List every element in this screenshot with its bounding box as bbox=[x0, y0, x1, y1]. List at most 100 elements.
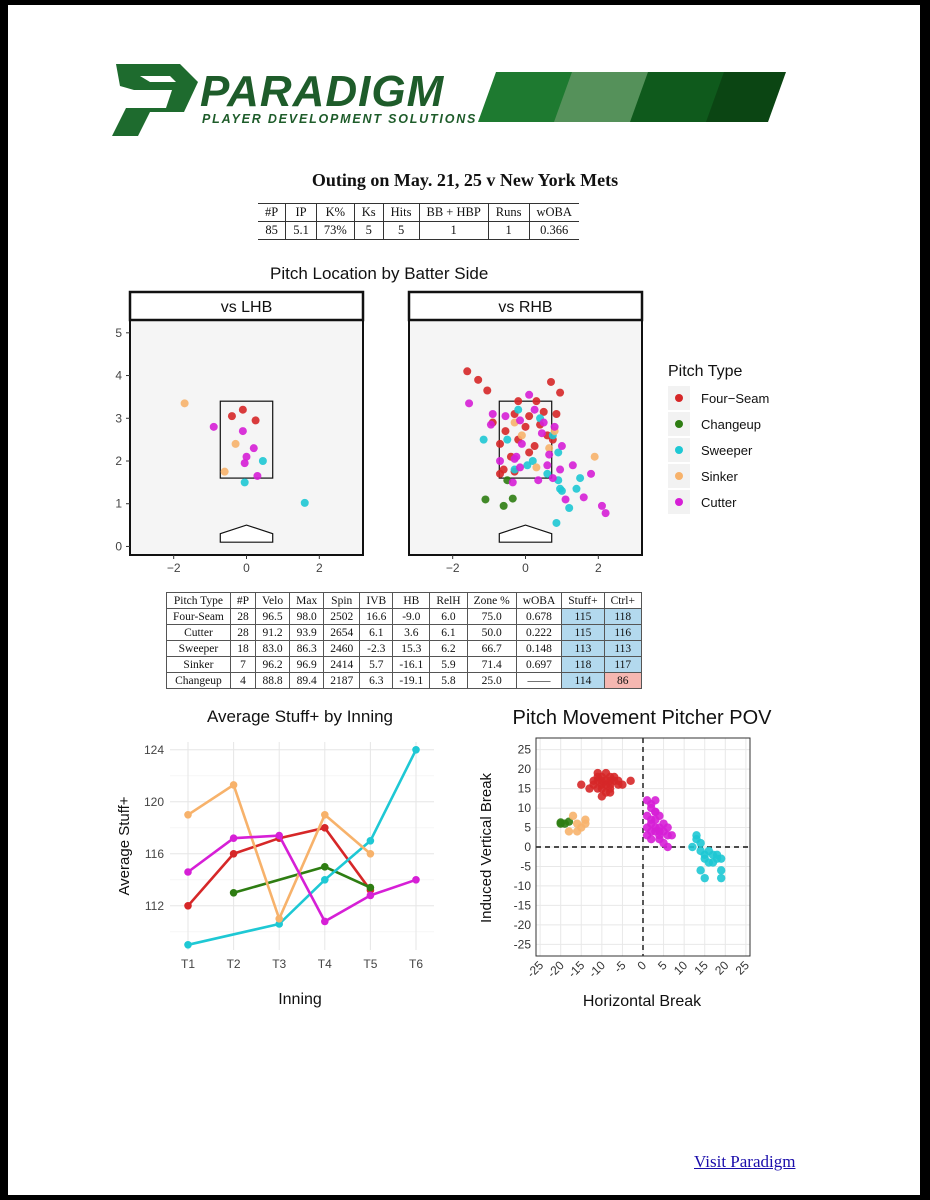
logo-stripe-4 bbox=[706, 72, 786, 122]
pitch-location-point bbox=[576, 474, 585, 483]
pitch-location-point bbox=[587, 469, 596, 478]
movement-point bbox=[647, 827, 656, 836]
arsenal-cell: 5.7 bbox=[359, 656, 394, 673]
pitch-location-point bbox=[557, 486, 566, 495]
legend-label: Four−Seam bbox=[701, 391, 769, 406]
pitch-location-point bbox=[548, 474, 557, 483]
location-panel-label: vs LHB bbox=[221, 299, 273, 316]
movement-point bbox=[692, 831, 701, 840]
arsenal-cell: 93.9 bbox=[289, 624, 325, 641]
y-tick-label: 1 bbox=[115, 497, 122, 511]
y-tick-label: 120 bbox=[144, 795, 164, 809]
pitch-location-point bbox=[258, 457, 267, 465]
arsenal-cell: 0.222 bbox=[515, 624, 563, 641]
x-axis-label: Inning bbox=[278, 991, 322, 1008]
pitch-location-point bbox=[543, 461, 552, 470]
home-plate bbox=[219, 524, 274, 543]
pitch-location-point bbox=[525, 412, 534, 421]
x-tick-label: -5 bbox=[611, 958, 629, 976]
stuff-series-point bbox=[229, 834, 238, 842]
movement-point bbox=[663, 823, 672, 832]
arsenal-cell: -16.1 bbox=[392, 656, 431, 673]
legend-label: Sweeper bbox=[701, 443, 753, 458]
pitch-location-point bbox=[486, 420, 495, 429]
outing-header-cell: Ks bbox=[353, 203, 384, 222]
pitch-location-point bbox=[601, 509, 610, 518]
outing-header-cell: wOBA bbox=[528, 203, 579, 222]
movement-point bbox=[696, 866, 705, 875]
pitch-location-point bbox=[525, 390, 534, 399]
stuff-series-point bbox=[229, 781, 238, 789]
arsenal-cell: Four-Seam bbox=[166, 608, 231, 625]
arsenal-cell: 118 bbox=[561, 656, 605, 673]
arsenal-cell: 0.697 bbox=[515, 656, 563, 673]
movement-point bbox=[655, 831, 664, 840]
pitch-location-point bbox=[180, 399, 189, 408]
arsenal-cell: 7 bbox=[229, 656, 257, 673]
y-tick-label: 3 bbox=[115, 411, 122, 425]
x-tick-label: 15 bbox=[692, 958, 712, 978]
x-tick-label: T5 bbox=[363, 957, 377, 971]
y-tick-label: -20 bbox=[514, 918, 532, 932]
stuff-chart-title: Average Stuff+ by Inning bbox=[207, 707, 393, 726]
logo-name: PARADIGM bbox=[200, 67, 445, 116]
arsenal-cell: 2187 bbox=[323, 672, 361, 689]
pitch-location-point bbox=[545, 450, 554, 459]
pitch-location-point bbox=[242, 452, 251, 461]
pitch-location-point bbox=[550, 422, 559, 431]
x-tick-label: 0 bbox=[243, 561, 250, 575]
legend-key bbox=[675, 472, 683, 480]
location-panel-label: vs RHB bbox=[498, 299, 552, 316]
x-tick-label: −2 bbox=[167, 561, 181, 575]
outing-header-cell: BB + HBP bbox=[418, 203, 489, 222]
arsenal-row: Four-Seam 28 96.5 98.0 2502 16.6 -9.0 6.0 75.0 0.… bbox=[166, 608, 642, 625]
arsenal-cell: 66.7 bbox=[466, 640, 517, 657]
arsenal-header-cell: Max bbox=[289, 592, 325, 609]
y-tick-label: 116 bbox=[145, 847, 164, 861]
pitch-location-point bbox=[249, 444, 258, 453]
pitch-location-point bbox=[251, 416, 260, 425]
movement-point bbox=[708, 858, 718, 867]
y-tick-label: 15 bbox=[518, 782, 532, 796]
pitch-location-point bbox=[240, 459, 249, 468]
location-panel-strip bbox=[407, 290, 644, 322]
arsenal-cell: —— bbox=[515, 672, 563, 689]
arsenal-cell: 5.8 bbox=[429, 672, 468, 689]
arsenal-cell: 6.1 bbox=[359, 624, 394, 641]
arsenal-cell: 2460 bbox=[323, 640, 361, 657]
legend-key bbox=[675, 498, 683, 506]
pitch-location-point bbox=[483, 386, 492, 395]
logo-stripe-1 bbox=[478, 72, 574, 122]
arsenal-header-cell: Stuff+ bbox=[561, 592, 605, 609]
y-tick-label: 4 bbox=[115, 369, 122, 383]
pitch-location-point bbox=[543, 469, 552, 478]
arsenal-header-cell: Ctrl+ bbox=[603, 592, 642, 609]
pitch-location-point bbox=[554, 448, 563, 457]
visit-paradigm-link[interactable]: Visit Paradigm bbox=[694, 1152, 796, 1171]
pitch-location-point bbox=[579, 493, 588, 502]
y-axis-label: Average Stuff+ bbox=[116, 796, 133, 895]
stuff-series-point bbox=[366, 883, 375, 892]
pitch-location-point bbox=[597, 501, 606, 510]
pitch-location-point bbox=[209, 422, 218, 431]
stuff-series-point bbox=[412, 876, 420, 884]
y-tick-label: 10 bbox=[518, 801, 532, 815]
pitch-location-point bbox=[565, 504, 574, 512]
x-tick-label: -25 bbox=[524, 958, 546, 980]
movement-point bbox=[667, 831, 677, 840]
arsenal-cell: Sweeper bbox=[166, 640, 231, 657]
stuff-series-point bbox=[321, 876, 329, 884]
legend-key bbox=[675, 446, 683, 454]
pitch-location-point bbox=[590, 452, 599, 461]
stuff-series-point bbox=[321, 917, 329, 926]
pitch-location-point bbox=[474, 375, 483, 384]
y-axis-label: Induced Vertical Break bbox=[478, 772, 495, 923]
arsenal-cell: 16.6 bbox=[359, 608, 394, 625]
arsenal-cell: 6.2 bbox=[429, 640, 468, 657]
arsenal-cell: 96.9 bbox=[289, 656, 325, 673]
movement-point bbox=[651, 815, 660, 824]
stuff-series-point bbox=[366, 837, 375, 845]
arsenal-cell: Changeup bbox=[166, 672, 231, 689]
legend-label: Changeup bbox=[701, 417, 761, 432]
y-tick-label: 112 bbox=[145, 899, 164, 913]
